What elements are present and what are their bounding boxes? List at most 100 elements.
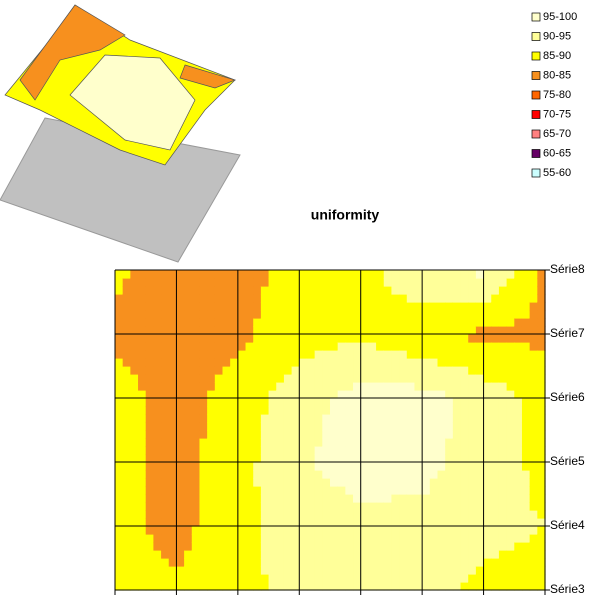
contour-cell xyxy=(399,342,408,351)
contour-cell xyxy=(399,574,408,583)
contour-cell xyxy=(122,574,131,583)
contour-cell xyxy=(299,422,308,431)
contour-cell xyxy=(168,558,178,567)
contour-cell xyxy=(506,470,515,479)
contour-cell xyxy=(475,406,485,415)
contour-cell xyxy=(537,294,546,303)
contour-cell xyxy=(368,398,377,407)
contour-cell xyxy=(437,342,446,351)
contour-cell xyxy=(291,422,300,431)
contour-cell xyxy=(199,374,208,383)
contour-cell xyxy=(452,342,462,351)
contour-cell xyxy=(314,534,323,543)
contour-cell xyxy=(260,406,270,415)
contour-cell xyxy=(145,558,154,567)
contour-cell xyxy=(491,462,500,471)
contour-cell xyxy=(299,518,308,527)
contour-cell xyxy=(506,558,515,567)
contour-cell xyxy=(391,582,400,591)
contour-cell xyxy=(214,342,224,351)
contour-cell xyxy=(406,294,416,303)
contour-cell xyxy=(368,566,377,575)
contour-cell xyxy=(161,406,170,415)
contour-cell xyxy=(452,542,462,551)
contour-cell xyxy=(322,382,331,391)
contour-cell xyxy=(214,366,224,375)
contour-cell xyxy=(276,422,285,431)
contour-cell xyxy=(237,350,247,359)
contour-cell xyxy=(521,294,531,303)
contour-cell xyxy=(368,454,377,463)
contour-cell xyxy=(168,326,178,335)
contour-cell xyxy=(207,350,216,359)
contour-cell xyxy=(360,358,369,367)
contour-cell xyxy=(245,558,254,567)
contour-cell xyxy=(360,494,369,503)
contour-cell xyxy=(475,542,485,551)
contour-cell xyxy=(161,446,170,455)
contour-cell xyxy=(337,422,346,431)
contour-cell xyxy=(230,478,239,487)
legend-label: 70-75 xyxy=(543,108,571,120)
contour-cell xyxy=(422,430,431,439)
contour-cell xyxy=(314,510,323,519)
contour-cell xyxy=(253,534,262,543)
contour-cell xyxy=(199,470,208,479)
contour-cell xyxy=(529,398,538,407)
contour-cell xyxy=(353,286,362,295)
contour-cell xyxy=(360,462,369,471)
contour-cell xyxy=(406,414,416,423)
contour-cell xyxy=(291,454,300,463)
contour-cell xyxy=(468,526,477,535)
contour-cell xyxy=(184,374,193,383)
contour-cell xyxy=(268,278,277,287)
contour-cell xyxy=(168,502,178,511)
contour-cell xyxy=(176,310,185,319)
contour-cell xyxy=(360,390,369,399)
contour-cell xyxy=(314,470,323,479)
contour-cell xyxy=(452,406,462,415)
contour-cell xyxy=(468,398,477,407)
contour-cell xyxy=(184,382,193,391)
contour-cell xyxy=(176,286,185,295)
contour-cell xyxy=(245,438,254,447)
contour-cell xyxy=(429,574,439,583)
contour-cell xyxy=(460,462,469,471)
contour-cell xyxy=(168,470,178,479)
contour-cell xyxy=(330,406,339,415)
contour-cell xyxy=(337,374,346,383)
contour-cell xyxy=(514,582,523,591)
contour-cell xyxy=(376,406,385,415)
contour-cell xyxy=(391,350,400,359)
contour-cell xyxy=(437,550,446,559)
contour-cell xyxy=(168,318,178,327)
contour-cell xyxy=(153,350,162,359)
contour-cell xyxy=(237,542,247,551)
contour-cell xyxy=(322,294,331,303)
contour-cell xyxy=(168,294,178,303)
contour-cell xyxy=(445,358,454,367)
contour-cell xyxy=(184,414,193,423)
contour-cell xyxy=(191,494,201,503)
contour-cell xyxy=(437,430,446,439)
contour-cell xyxy=(222,278,231,287)
contour-cell xyxy=(429,550,439,559)
contour-cell xyxy=(475,374,485,383)
contour-cell xyxy=(253,566,262,575)
contour-cell xyxy=(130,534,139,543)
contour-cell xyxy=(445,542,454,551)
contour-cell xyxy=(184,294,193,303)
surface-3d xyxy=(0,4,241,263)
contour-cell xyxy=(268,470,277,479)
contour-cell xyxy=(199,270,208,279)
contour-cell xyxy=(360,270,369,279)
contour-cell xyxy=(345,582,354,591)
contour-cell xyxy=(237,446,247,455)
contour-cell xyxy=(161,454,170,463)
contour-cell xyxy=(222,542,231,551)
contour-cell xyxy=(130,398,139,407)
contour-cell xyxy=(368,318,377,327)
contour-cell xyxy=(468,462,477,471)
contour-cell xyxy=(399,318,408,327)
